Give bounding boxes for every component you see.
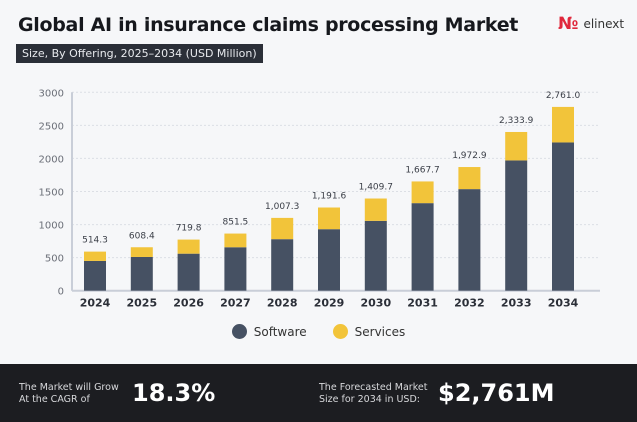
bar-services (364, 198, 387, 221)
x-tick-label: 2033 (501, 297, 532, 310)
x-tick-label: 2034 (548, 297, 579, 310)
bar-services (271, 217, 294, 240)
bar-services (224, 233, 247, 248)
legend-swatch-software (231, 324, 247, 339)
data-label-total: 1,409.7 (359, 183, 393, 193)
x-tick-label: 2025 (126, 297, 157, 310)
bar-services (411, 181, 434, 204)
legend-item-software: Software (231, 324, 307, 339)
chart-title: Global AI in insurance claims processing… (18, 14, 519, 36)
bar-software (411, 203, 434, 291)
bar-software (130, 256, 153, 291)
legend-label-software: Software (253, 324, 307, 339)
forecast-label: The Forecasted Market Size for 2034 in U… (319, 382, 428, 405)
bar-software (318, 229, 340, 291)
bar-software (552, 142, 574, 291)
legend: Software Services (0, 324, 637, 339)
legend-swatch-services (332, 324, 348, 339)
data-label-total: 2,333.9 (499, 116, 534, 126)
bar-services (458, 167, 481, 190)
x-tick-label: 2028 (267, 297, 298, 310)
y-tick-label: 500 (45, 254, 64, 265)
bar-software (505, 160, 528, 291)
x-tick-label: 2029 (314, 297, 345, 310)
cagr-label: The Market will Grow At the CAGR of (19, 382, 119, 405)
data-label-total: 1,667.7 (405, 165, 439, 175)
footer-banner: The Market will Grow At the CAGR of 18.3… (0, 364, 637, 422)
bar-services (84, 251, 106, 261)
bar-services (130, 247, 153, 257)
chart-subtitle: Size, By Offering, 2025–2034 (USD Millio… (16, 44, 263, 63)
x-tick-label: 2024 (80, 297, 111, 310)
y-tick-label: 0 (58, 287, 64, 298)
x-tick-label: 2032 (454, 297, 485, 310)
data-label-total: 1,191.6 (312, 192, 347, 202)
bar-software (458, 189, 481, 291)
bar-software (177, 253, 200, 291)
bar-services (505, 131, 528, 161)
x-tick-label: 2026 (173, 297, 204, 310)
data-label-total: 514.3 (82, 236, 108, 246)
y-tick-label: 1000 (39, 221, 64, 232)
data-label-total: 719.8 (176, 224, 202, 234)
bar-software (84, 260, 106, 291)
legend-label-services: Services (354, 324, 406, 339)
x-tick-label: 2030 (360, 297, 391, 310)
bar-services (552, 106, 574, 143)
cagr-value: 18.3% (132, 379, 216, 407)
bar-services (177, 239, 200, 254)
bar-software (364, 220, 387, 291)
y-tick-label: 2000 (39, 154, 64, 165)
y-tick-label: 1500 (39, 188, 64, 199)
x-tick-label: 2031 (407, 297, 438, 310)
brand-name: elinext (583, 17, 625, 31)
data-label-total: 1,972.9 (452, 151, 487, 161)
legend-item-services: Services (332, 324, 406, 339)
stacked-bar-chart: 0 500 1000 1500 2000 2500 3000 514.3 2024 608.4 20… (39, 88, 600, 310)
y-tick-label: 2500 (39, 121, 64, 132)
bar-software (224, 247, 247, 291)
data-label-total: 608.4 (129, 231, 155, 241)
data-label-total: 2,761.0 (546, 91, 581, 101)
brand-logo: № elinext (558, 14, 624, 34)
x-tick-label: 2027 (220, 297, 251, 310)
bar-services (318, 207, 340, 230)
data-label-total: 1,007.3 (265, 202, 299, 212)
forecast-value: $2,761M (438, 379, 555, 407)
bar-software (271, 239, 294, 291)
elinext-logo-icon: № (558, 14, 579, 34)
y-tick-label: 3000 (39, 88, 64, 99)
data-label-total: 851.5 (223, 218, 249, 228)
